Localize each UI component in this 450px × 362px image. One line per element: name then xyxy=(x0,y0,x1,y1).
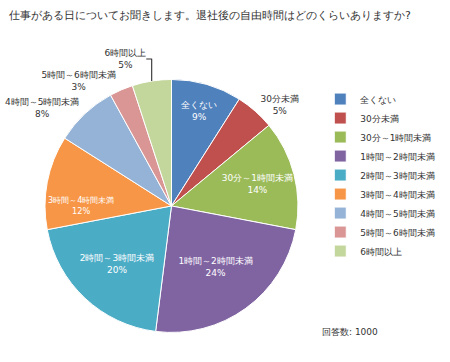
svg-text:4時間～5時間未満8%: 4時間～5時間未満8% xyxy=(5,97,79,119)
svg-text:全くない: 全くない xyxy=(360,95,396,105)
svg-text:6時間以上: 6時間以上 xyxy=(360,247,402,257)
svg-text:1時間～2時間未満: 1時間～2時間未満 xyxy=(360,152,434,162)
svg-text:30分未満: 30分未満 xyxy=(360,114,398,124)
svg-text:回答数: 1000: 回答数: 1000 xyxy=(322,327,378,337)
svg-text:4時間～5時間未満: 4時間～5時間未満 xyxy=(360,209,434,219)
svg-text:3時間～4時間未満: 3時間～4時間未満 xyxy=(360,190,434,200)
svg-text:5時間～6時間未満: 5時間～6時間未満 xyxy=(360,228,434,238)
svg-text:3時間～4時間未満12%: 3時間～4時間未満12% xyxy=(48,195,114,216)
svg-text:仕事がある日についてお聞きします。退社後の自由時間はどのくら: 仕事がある日についてお聞きします。退社後の自由時間はどのくらいありますか? xyxy=(9,9,411,22)
svg-text:30分未満5%: 30分未満5% xyxy=(261,94,299,116)
svg-text:30分～1時間未満: 30分～1時間未満 xyxy=(360,133,431,143)
svg-text:30分～1時間未満14%: 30分～1時間未満14% xyxy=(222,173,293,195)
svg-text:5時間～6時間未満3%: 5時間～6時間未満3% xyxy=(41,70,115,92)
svg-text:2時間～3時間未満20%: 2時間～3時間未満20% xyxy=(80,253,154,275)
svg-text:全くない9%: 全くない9% xyxy=(181,100,217,122)
svg-text:2時間～3時間未満: 2時間～3時間未満 xyxy=(360,171,434,181)
svg-text:1時間～2時間未満24%: 1時間～2時間未満24% xyxy=(178,256,252,278)
svg-text:6時間以上5%: 6時間以上5% xyxy=(105,48,147,70)
